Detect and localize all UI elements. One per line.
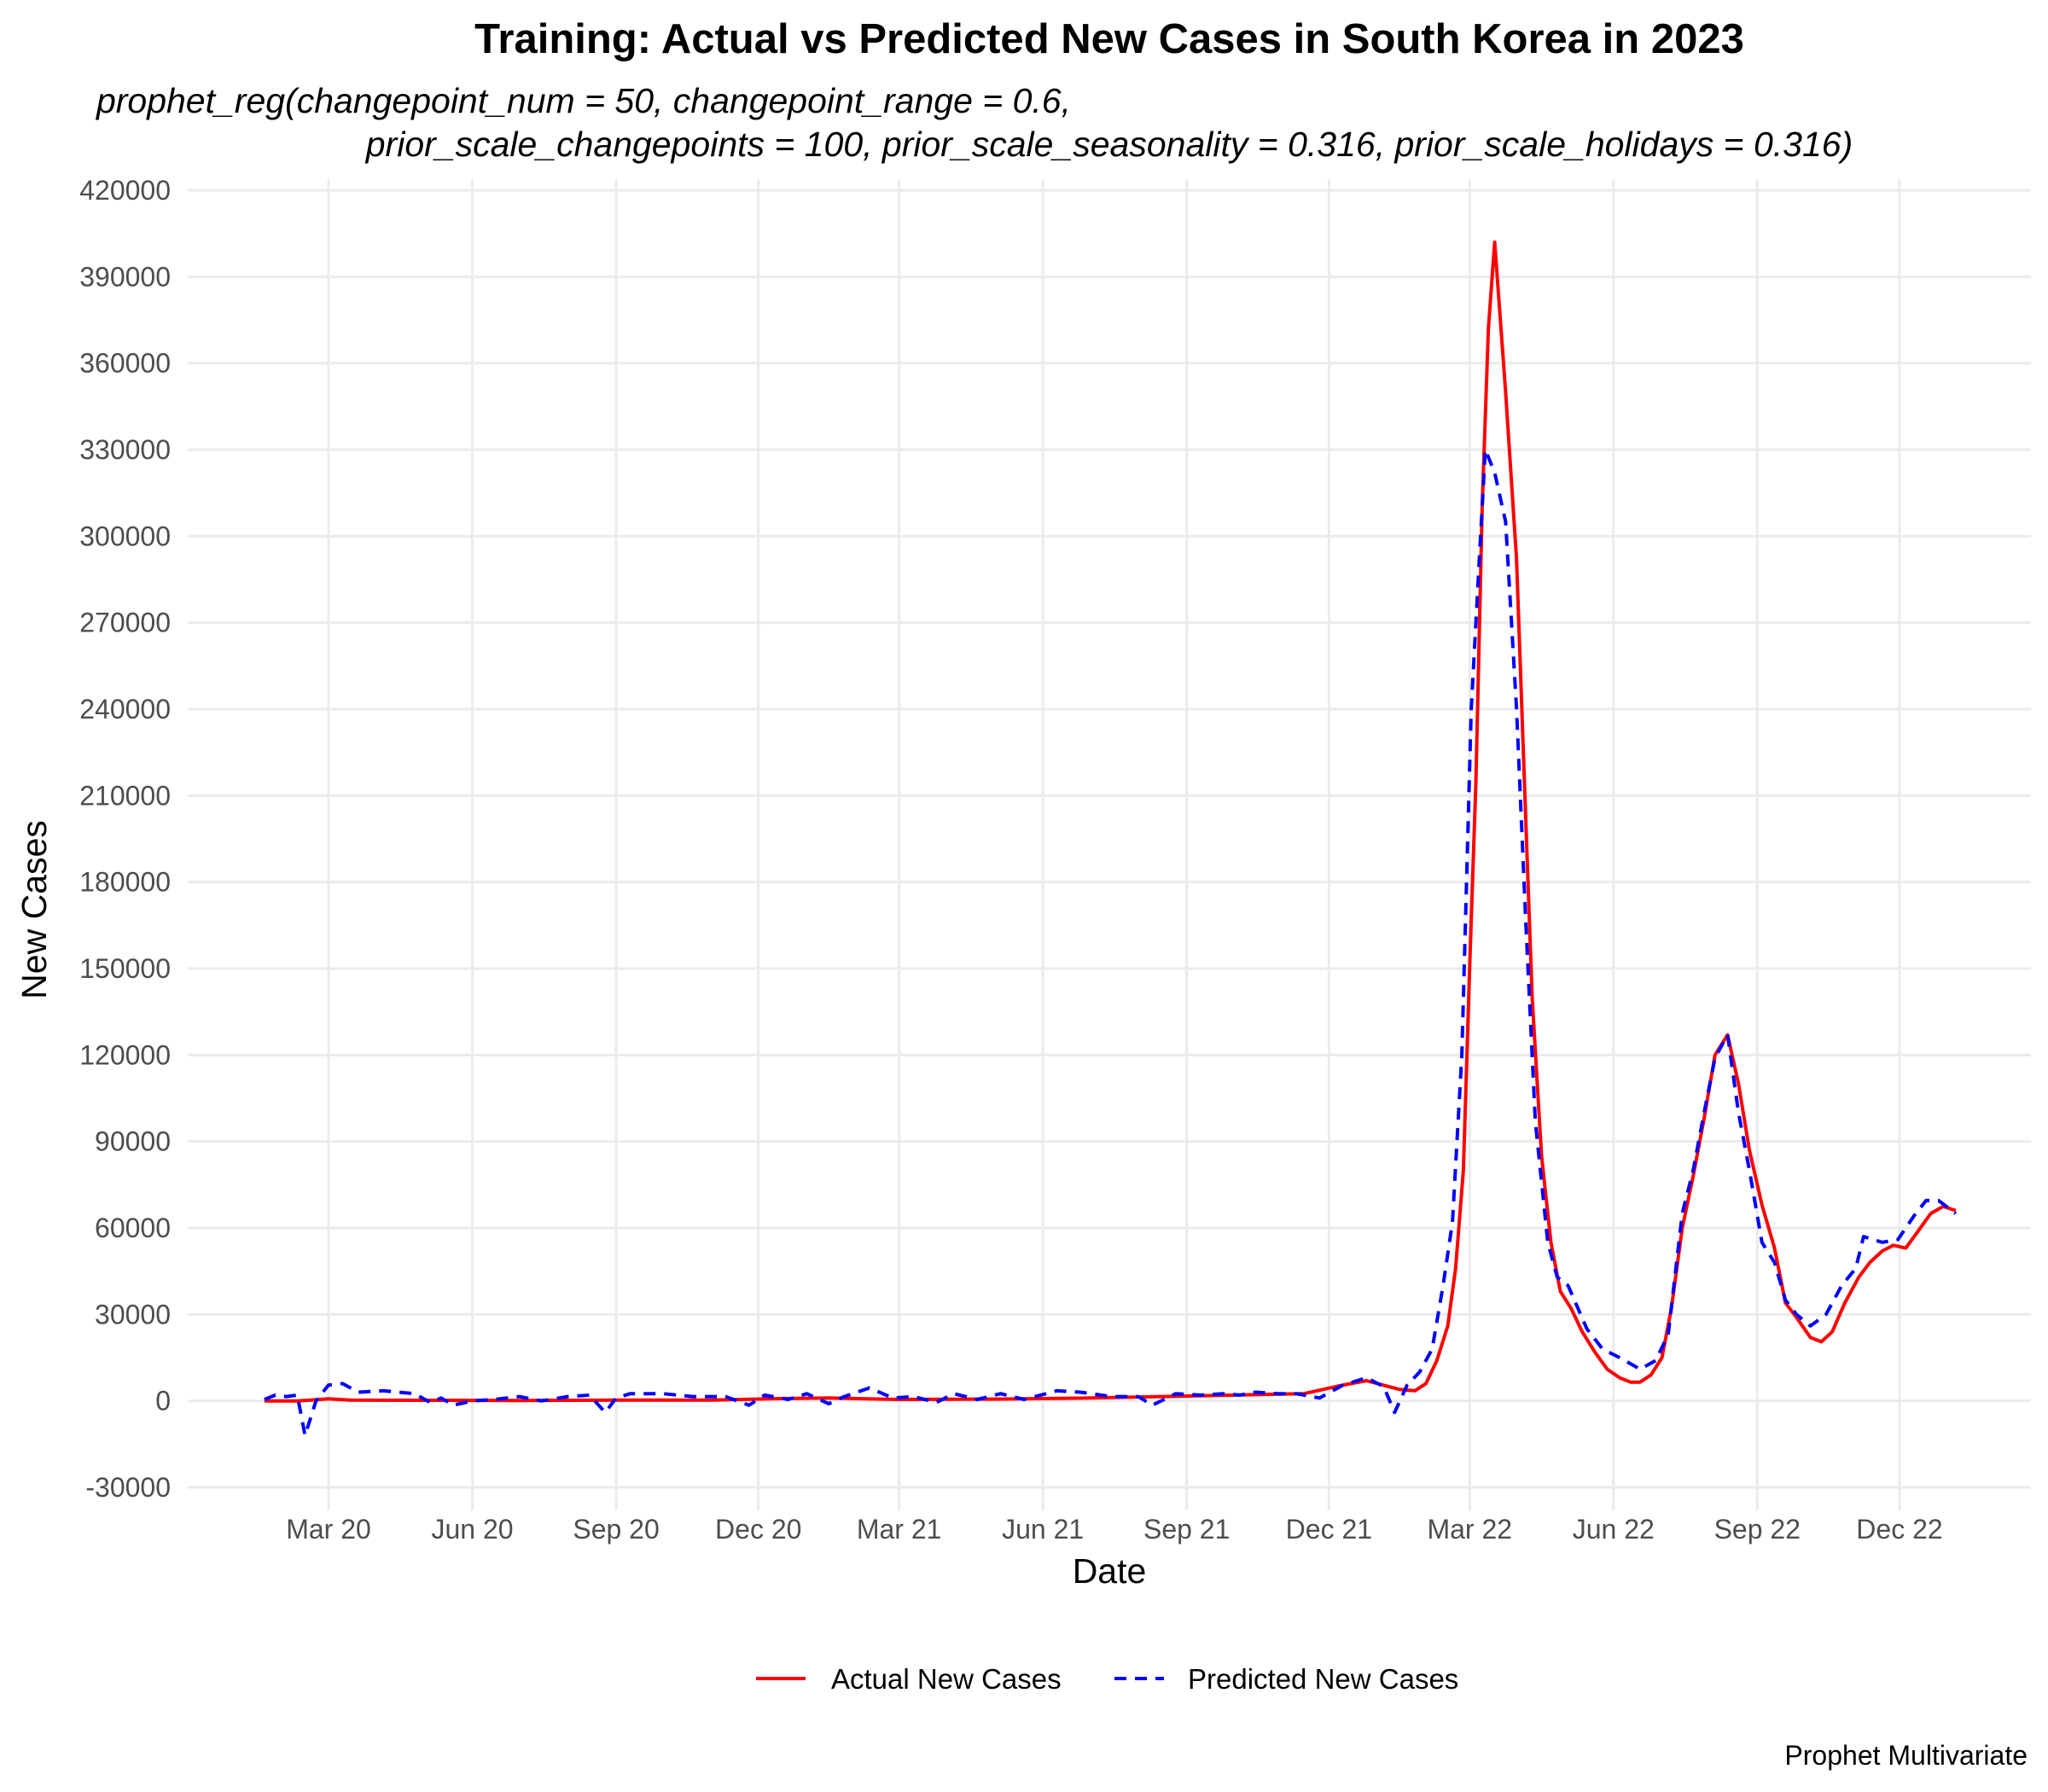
y-axis-ticks: -30000 0 30000 60000 90000 120000 150000 180000… (79, 175, 171, 1503)
predicted-cases-line (264, 448, 1958, 1438)
y-tick-label: 0 (155, 1386, 171, 1417)
chart-title: Training: Actual vs Predicted New Cases … (474, 16, 1744, 62)
y-tick-label: 60000 (95, 1213, 171, 1243)
y-tick-label: 120000 (79, 1039, 171, 1070)
legend-label-actual: Actual New Cases (831, 1663, 1062, 1695)
x-tick-label: Jun 21 (1002, 1514, 1084, 1545)
legend-label-predicted: Predicted New Cases (1188, 1663, 1458, 1695)
y-tick-label: 180000 (79, 867, 171, 898)
x-tick-label: Sep 20 (573, 1514, 659, 1545)
chart-subtitle-line-2: prior_scale_changepoints = 100, prior_sc… (364, 125, 1853, 164)
x-tick-label: Sep 22 (1714, 1514, 1801, 1545)
y-tick-label: 90000 (95, 1126, 171, 1157)
gridlines (188, 179, 2031, 1510)
y-tick-label: 30000 (95, 1299, 171, 1329)
y-tick-label: 420000 (79, 175, 171, 206)
y-tick-label: 360000 (79, 348, 171, 379)
y-tick-label: 270000 (79, 608, 171, 638)
x-tick-label: Jun 20 (431, 1514, 513, 1545)
x-tick-label: Mar 20 (286, 1514, 371, 1545)
x-axis-ticks: Mar 20 Jun 20 Sep 20 Dec 20 Mar 21 Jun 21 Sep … (286, 1514, 1942, 1545)
y-tick-label: 210000 (79, 780, 171, 811)
y-axis-title: New Cases (15, 820, 54, 999)
y-tick-label: 330000 (79, 434, 171, 465)
chart-subtitle-line-1: prophet_reg(changepoint_num = 50, change… (95, 81, 1071, 120)
x-tick-label: Sep 21 (1143, 1514, 1230, 1545)
y-tick-label: 240000 (79, 694, 171, 724)
x-tick-label: Mar 21 (857, 1514, 942, 1545)
y-tick-label: 150000 (79, 953, 171, 984)
x-tick-label: Jun 22 (1573, 1514, 1655, 1545)
y-tick-label: 390000 (79, 261, 171, 292)
x-tick-label: Dec 22 (1856, 1514, 1942, 1545)
actual-cases-line (264, 240, 1957, 1403)
caption: Prophet Multivariate (1784, 1740, 2028, 1771)
x-tick-label: Dec 20 (715, 1514, 801, 1545)
x-axis-title: Date (1073, 1551, 1147, 1591)
x-tick-label: Dec 21 (1286, 1514, 1372, 1545)
y-tick-label: 300000 (79, 521, 171, 551)
y-tick-label: -30000 (85, 1472, 171, 1503)
x-tick-label: Mar 22 (1427, 1514, 1512, 1545)
legend: Actual New Cases Predicted New Cases (756, 1663, 1458, 1695)
series-lines (264, 240, 1958, 1438)
